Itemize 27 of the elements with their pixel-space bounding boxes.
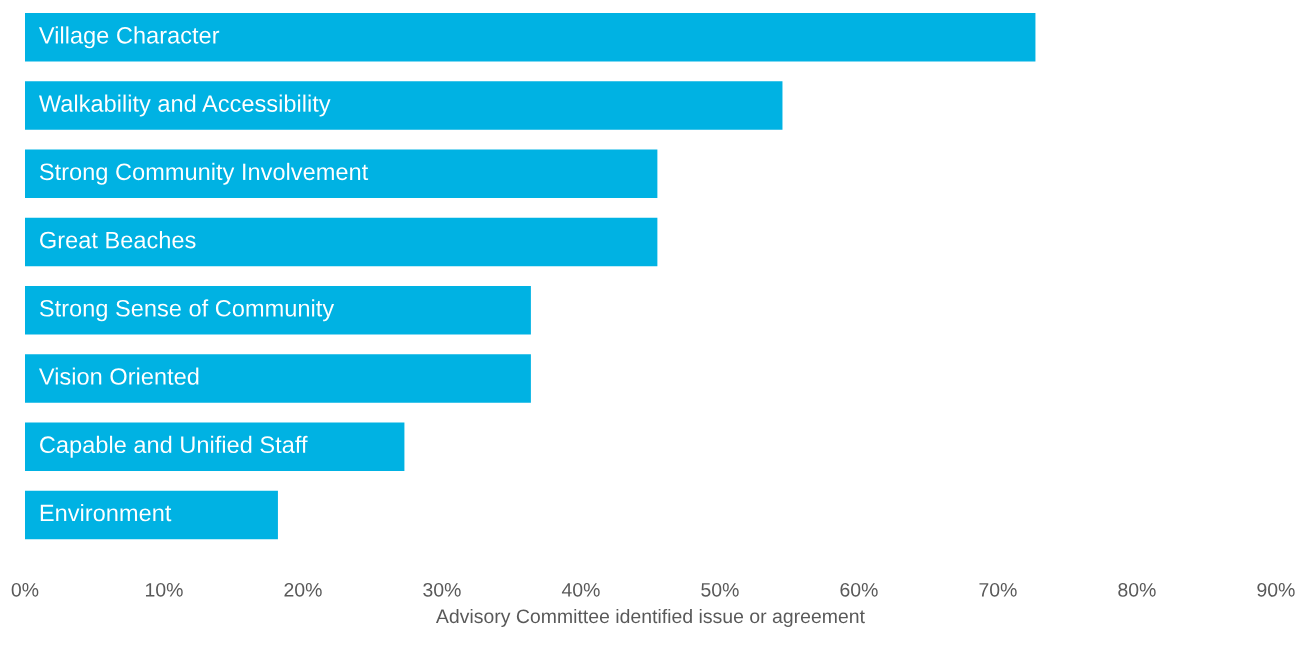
x-tick-label: 90%: [1257, 582, 1295, 597]
x-tick-label: 60%: [840, 582, 878, 597]
x-tick-label: 70%: [979, 582, 1017, 597]
x-tick-label: 20%: [284, 582, 322, 597]
y-tick-label: Village Character: [38, 26, 220, 49]
y-tick-label: Environment: [40, 503, 172, 522]
x-tick-label: 0%: [11, 582, 39, 597]
y-tick-label: Strong Sense of Community: [39, 299, 335, 322]
bar: [24, 81, 783, 130]
y-tick-label: Strong Community Involvement: [39, 162, 369, 185]
bar: [24, 422, 405, 471]
x-tick-label: 40%: [561, 582, 600, 597]
bar: [24, 149, 658, 199]
x-tick-label: 80%: [1118, 582, 1156, 597]
x-tick-label: 30%: [423, 582, 461, 597]
bar: [24, 217, 658, 267]
bar: [24, 286, 531, 335]
x-tick-label: 50%: [701, 582, 739, 597]
y-tick-label: Walkability and Accessibility: [38, 94, 331, 117]
bar: [24, 490, 278, 540]
y-tick-label: Vision Oriented: [38, 367, 199, 385]
x-axis-title: Advisory Committee identified issue or agreement: [435, 608, 865, 628]
y-tick-label: Capable and Unified Staff: [40, 435, 308, 458]
bar: [24, 354, 531, 403]
y-tick-label: Great Beaches: [40, 231, 196, 249]
bar: [24, 13, 1036, 62]
x-tick-label: 10%: [145, 582, 183, 597]
